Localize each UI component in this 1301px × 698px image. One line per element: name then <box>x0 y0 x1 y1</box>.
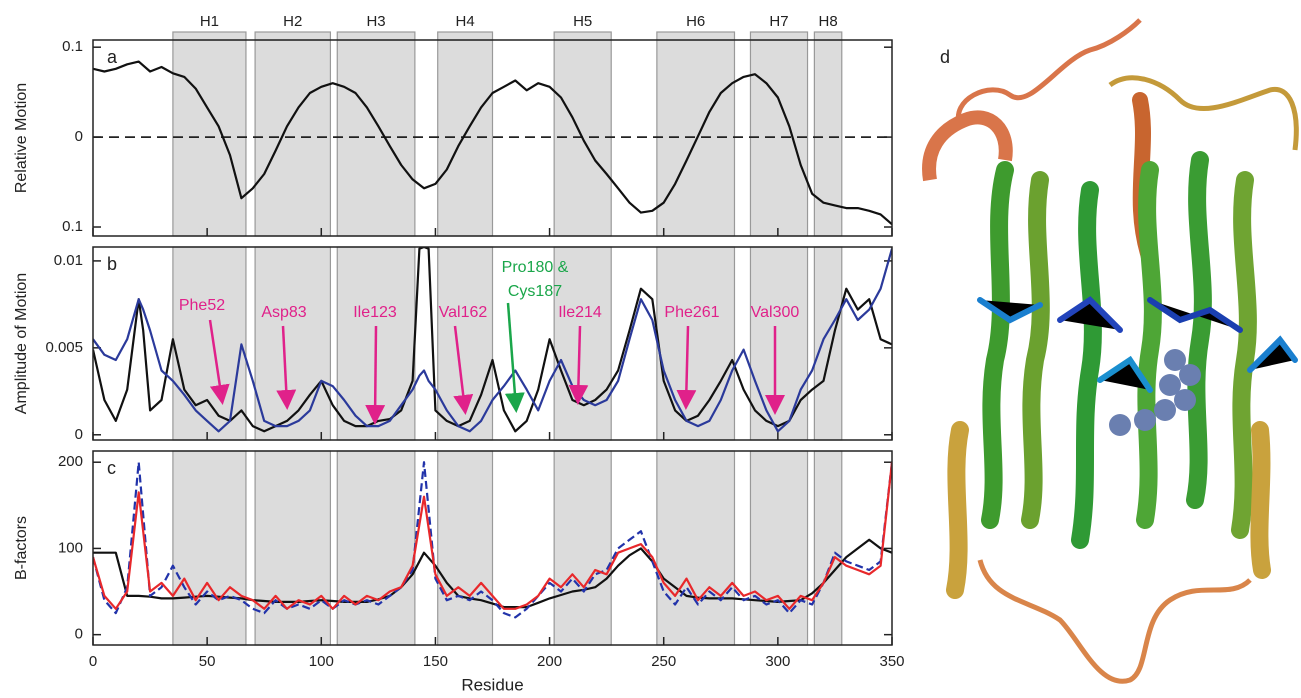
helix-region <box>814 247 841 440</box>
ribbon <box>929 117 1006 180</box>
y-tick-label: 0 <box>75 626 83 643</box>
helix-tab <box>750 32 807 40</box>
helix-region <box>657 451 735 645</box>
x-tick-label: 50 <box>199 653 216 670</box>
annotation: Phe52 <box>179 297 225 314</box>
helix-label: H6 <box>686 13 705 30</box>
figure: H1 H2 H3 H4 H5 H6 H7 H8 0.1 0 0.1 a Relative Motion 0… <box>0 0 1301 698</box>
helix-tab <box>438 32 493 40</box>
helix-label: H5 <box>573 13 592 30</box>
helix-tab <box>337 32 415 40</box>
annotation: Val162 <box>439 304 488 321</box>
helix-region <box>173 451 246 645</box>
helix-label: H1 <box>200 13 219 30</box>
helix-tab <box>255 32 330 40</box>
x-tick-label: 150 <box>423 653 448 670</box>
helix-label: H7 <box>769 13 788 30</box>
helix-region <box>750 247 807 440</box>
annotation-arrow <box>375 326 376 420</box>
helix-label: H8 <box>818 13 837 30</box>
x-tick-label: 300 <box>765 653 790 670</box>
y-tick-label: 0.005 <box>45 339 83 356</box>
panel-label: b <box>107 254 117 274</box>
helix-label: H2 <box>283 13 302 30</box>
annotation-arrow <box>508 303 516 408</box>
helix-region <box>657 247 735 440</box>
x-tick-label: 350 <box>879 653 904 670</box>
x-tick-label: 200 <box>537 653 562 670</box>
annotation: Ile214 <box>558 304 602 321</box>
y-tick-label: 200 <box>58 453 83 470</box>
ribbon <box>980 560 1250 681</box>
annotation: Phe261 <box>664 304 719 321</box>
helix-tab <box>173 32 246 40</box>
y-tick-label: 0.1 <box>62 38 83 55</box>
plots: H1 H2 H3 H4 H5 H6 H7 H8 0.1 0 0.1 a Relative Motion 0… <box>13 13 904 695</box>
y-tick-label: 0 <box>75 426 83 443</box>
helix-tab <box>554 32 611 40</box>
helix-region <box>814 451 841 645</box>
helix-region <box>337 451 415 645</box>
helix-label: H4 <box>456 13 475 30</box>
y-axis-label: B-factors <box>13 516 30 580</box>
helix-region <box>750 451 807 645</box>
helix-region <box>438 451 493 645</box>
helix-tab <box>657 32 735 40</box>
y-tick-label: 100 <box>58 539 83 556</box>
x-tick-label: 250 <box>651 653 676 670</box>
y-tick-label: 0.1 <box>62 218 83 235</box>
y-tick-label: 0.01 <box>54 252 83 269</box>
y-axis-label: Amplitude of Motion <box>13 273 30 414</box>
annotation: Cys187 <box>508 283 562 300</box>
ribbon <box>958 20 1140 125</box>
helix-region <box>554 451 611 645</box>
annotation: Asp83 <box>261 304 306 321</box>
helix-region <box>255 451 330 645</box>
helix-label: H3 <box>366 13 385 30</box>
panel-label: c <box>107 458 116 478</box>
y-axis-label: Relative Motion <box>13 83 30 193</box>
y-tick-label: 0 <box>75 128 83 145</box>
x-axis-label: Residue <box>461 675 523 694</box>
helix-region <box>255 247 330 440</box>
helix-tab <box>814 32 841 40</box>
panel-label: d <box>940 47 950 67</box>
annotation: Pro180 & <box>502 259 569 276</box>
helix-region <box>173 247 246 440</box>
annotation: Ile123 <box>353 304 397 321</box>
panel-label: a <box>107 47 118 67</box>
x-tick-label: 100 <box>309 653 334 670</box>
protein-structure: d <box>929 20 1296 681</box>
annotation: Val300 <box>751 304 800 321</box>
x-tick-label: 0 <box>89 653 97 670</box>
